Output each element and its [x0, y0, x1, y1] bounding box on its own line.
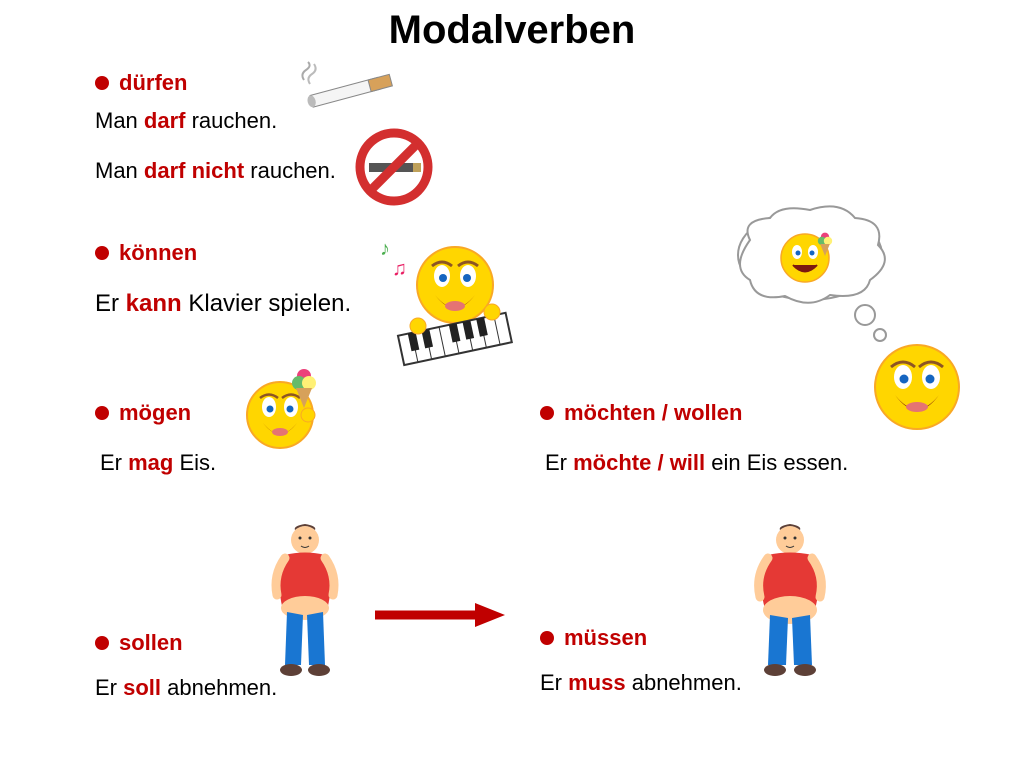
svg-text:♫: ♫ [392, 258, 407, 280]
bullet-sollen: sollen [95, 630, 183, 656]
svg-text:♪: ♪ [380, 238, 390, 260]
bullet-dot-icon [540, 406, 554, 420]
bullet-konnen: können [95, 240, 197, 266]
person-overweight-left-icon [255, 520, 355, 680]
bullet-dot-icon [540, 631, 554, 645]
bullet-label: mögen [119, 400, 191, 426]
bullet-dot-icon [95, 406, 109, 420]
sentence-darf: Man darf rauchen. [95, 108, 277, 134]
bullet-dot-icon [95, 636, 109, 650]
bullet-mogen: mögen [95, 400, 191, 426]
bullet-label: können [119, 240, 197, 266]
smiley-icecream-icon [230, 360, 330, 460]
no-smoking-icon [355, 128, 433, 206]
sentence-soll: Er soll abnehmen. [95, 675, 277, 701]
sentence-kann: Er kann Klavier spielen. [95, 290, 351, 318]
sentence-mochte: Er möchte / will ein Eis essen. [545, 450, 848, 476]
sentence-darf-nicht: Man darf nicht rauchen. [95, 158, 336, 184]
smiley-large-icon [865, 335, 970, 440]
bullet-dot-icon [95, 76, 109, 90]
bullet-mussen: müssen [540, 625, 647, 651]
bullet-durfen: dürfen [95, 70, 187, 96]
thought-bubble-icon [700, 200, 900, 350]
person-overweight-right-icon [740, 520, 840, 680]
bullet-dot-icon [95, 246, 109, 260]
arrow-right-icon [370, 600, 510, 630]
sentence-mag: Er mag Eis. [100, 450, 216, 476]
bullet-label: möchten / wollen [564, 400, 742, 426]
bullet-label: müssen [564, 625, 647, 651]
smiley-keyboard-icon: ♪ ♫ [370, 230, 530, 370]
sentence-muss: Er muss abnehmen. [540, 670, 742, 696]
page-title: Modalverben [0, 8, 1024, 53]
bullet-mochten: möchten / wollen [540, 400, 742, 426]
bullet-label: sollen [119, 630, 183, 656]
bullet-label: dürfen [119, 70, 187, 96]
cigarette-icon [290, 60, 410, 120]
